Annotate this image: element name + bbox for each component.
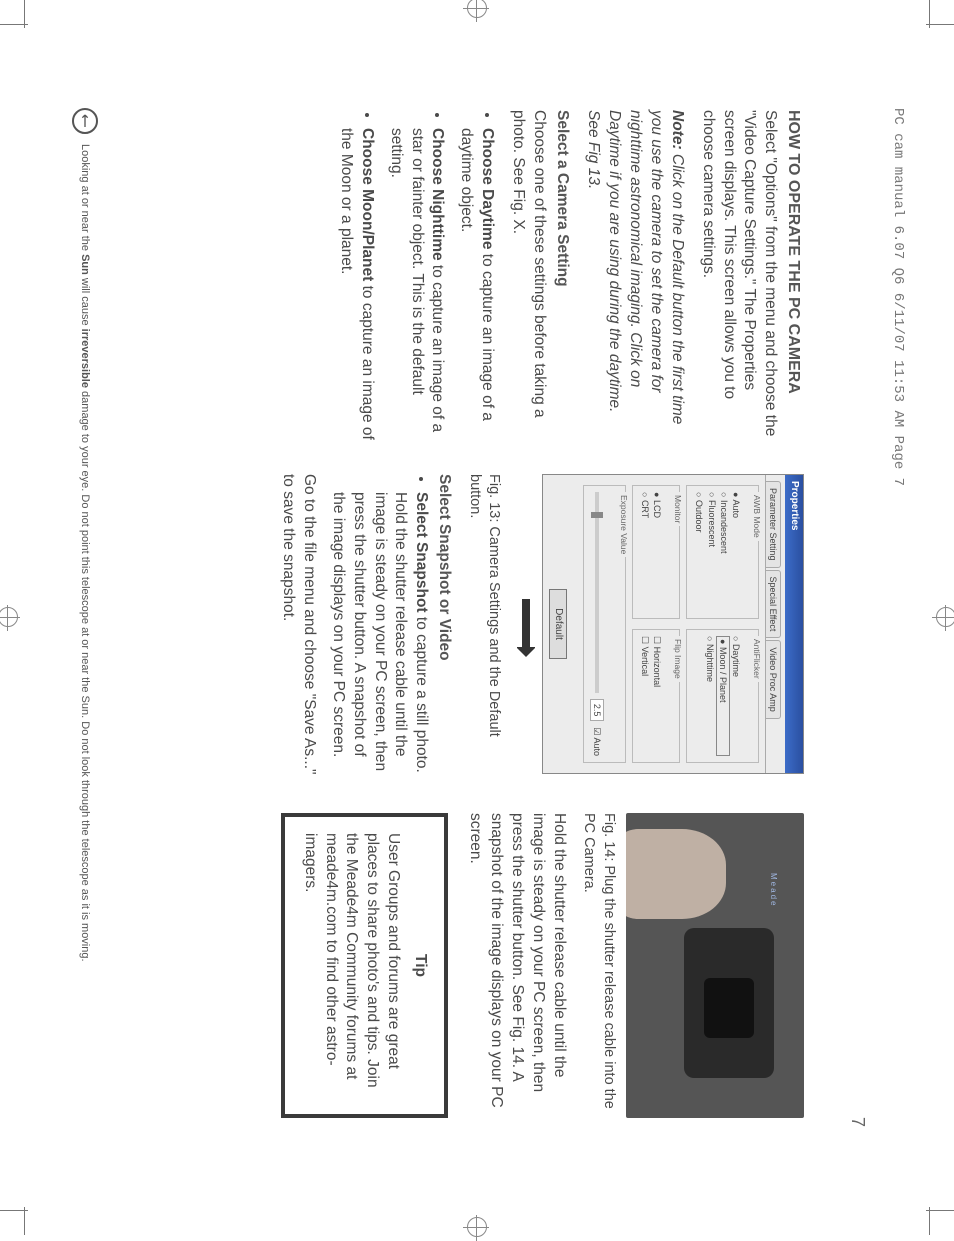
label-daytime: Choose Daytime xyxy=(479,128,496,249)
camera-lens-shape xyxy=(704,978,754,1038)
exposure-value: 2.5 xyxy=(590,699,604,722)
para-hold-cable: Hold the shutter release cable until the… xyxy=(464,813,569,1118)
subhead-snapshot-video: Select Snapshot or Video xyxy=(433,474,454,779)
check-flip-vertical[interactable]: Vertical xyxy=(639,636,651,756)
warn-sun: Sun xyxy=(79,254,91,275)
warn-post: damage to your eye. Do not point this te… xyxy=(79,388,91,962)
registration-mark-left xyxy=(467,0,487,18)
footer-warning: Looking at or near the Sun will cause ir… xyxy=(72,108,98,1127)
print-header: PC cam manual 6.07 Q6 6/11/07 11:53 AM P… xyxy=(890,108,906,1127)
note-text: Click on the Default button the first ti… xyxy=(585,110,686,424)
radio-monitor-crt[interactable]: CRT xyxy=(639,492,651,612)
item-nighttime: Choose Nighttime to capture an image of … xyxy=(385,128,448,440)
group-flip: Flip Image Horizontal Vertical xyxy=(632,629,681,763)
registration-mark-right xyxy=(467,1217,487,1237)
item-select-snapshot: Select Snapshot to capture a still photo… xyxy=(327,492,432,779)
label-awb: AWB Mode xyxy=(752,492,762,541)
tip-title: Tip xyxy=(409,833,430,1098)
item-moonplanet: Choose Moon/Planet to capture an image o… xyxy=(335,128,377,440)
subhead-select-camera-setting: Select a Camera Setting xyxy=(551,110,572,440)
default-button[interactable]: Default xyxy=(549,589,567,659)
label-antiflicker: AntiFlicker xyxy=(752,636,762,682)
radio-af-moonplanet[interactable]: Moon / Planet xyxy=(716,636,730,756)
dialog-titlebar: Properties xyxy=(786,475,804,773)
radio-awb-outdoor[interactable]: Outdoor xyxy=(693,492,705,612)
para-note: Note: Click on the Default button the fi… xyxy=(582,110,687,440)
warn-mid: will cause xyxy=(79,275,91,329)
group-monitor: Monitor LCD CRT xyxy=(632,485,681,619)
main-content: HOW TO OPERATE THE PC CAMERA Select "Opt… xyxy=(267,110,804,1125)
properties-dialog: Properties Parameter Setting Special Eff… xyxy=(542,474,804,774)
caption-fig13: Fig. 13: Camera Settings and the Default… xyxy=(464,474,503,779)
column-3: Meade Fig. 14: Plug the shutter release … xyxy=(267,813,804,1118)
tab-video-proc[interactable]: Video Proc Amp xyxy=(766,640,781,718)
caption-fig14: Fig. 14: Plug the shutter release cable … xyxy=(579,813,618,1118)
check-flip-horizontal[interactable]: Horizontal xyxy=(651,636,663,756)
label-exposure: Exposure Value xyxy=(619,492,629,557)
radio-af-daytime[interactable]: Daytime xyxy=(730,636,742,756)
tab-parameter[interactable]: Parameter Setting xyxy=(766,481,781,568)
warn-pre: Looking at or near the xyxy=(79,144,91,254)
warn-irr: irreversible xyxy=(79,329,91,388)
group-exposure: Exposure Value 2.5 Auto xyxy=(583,485,626,763)
tip-box: Tip User Groups and forums are great pla… xyxy=(281,813,449,1118)
hand-shape xyxy=(626,829,726,919)
label-moonplanet: Choose Moon/Planet xyxy=(359,128,376,281)
group-awb: AWB Mode Auto Incandescent Fluorescent O… xyxy=(686,485,759,619)
radio-awb-fluorescent[interactable]: Fluorescent xyxy=(705,492,717,612)
label-nighttime: Choose Nighttime xyxy=(430,128,447,261)
item-daytime: Choose Daytime to capture an image of a … xyxy=(456,128,498,440)
label-monitor: Monitor xyxy=(673,492,683,526)
photo-brand-label: Meade xyxy=(767,873,778,907)
radio-awb-incandescent[interactable]: Incandescent xyxy=(718,492,730,612)
radio-af-nighttime[interactable]: Nighttime xyxy=(703,636,715,756)
label-flip: Flip Image xyxy=(673,636,683,682)
warning-text: Looking at or near the Sun will cause ir… xyxy=(79,144,91,962)
tip-body: User Groups and forums are great places … xyxy=(299,833,404,1098)
heading-how-to-operate: HOW TO OPERATE THE PC CAMERA xyxy=(782,110,804,440)
para-save-as: Go to the file menu and choose "Save As.… xyxy=(277,474,319,779)
para-options: Select "Options" from the menu and choos… xyxy=(697,110,781,440)
label-select-snapshot: Select Snapshot xyxy=(413,492,430,613)
settings-list: Choose Daytime to capture an image of a … xyxy=(335,110,497,440)
snapshot-list: Select Snapshot to capture a still photo… xyxy=(327,474,432,779)
arrow-icon xyxy=(509,474,536,779)
page-number: 7 xyxy=(847,1117,868,1127)
column-1: HOW TO OPERATE THE PC CAMERA Select "Opt… xyxy=(267,110,804,440)
radio-monitor-lcd[interactable]: LCD xyxy=(651,492,663,612)
registration-mark-bottom xyxy=(0,607,18,627)
tab-special-effect[interactable]: Special Effect xyxy=(766,570,781,639)
column-2: Properties Parameter Setting Special Eff… xyxy=(267,474,804,779)
registration-mark-top xyxy=(936,607,954,627)
para-choose-one: Choose one of these settings before taki… xyxy=(507,110,549,440)
check-exposure-auto[interactable]: Auto xyxy=(591,727,603,756)
note-label: Note: xyxy=(669,110,686,150)
radio-awb-auto[interactable]: Auto xyxy=(730,492,742,612)
fig14-photo: Meade xyxy=(626,813,804,1118)
warning-icon xyxy=(72,108,98,134)
landscape-sheet: PC cam manual 6.07 Q6 6/11/07 11:53 AM P… xyxy=(0,0,954,1235)
dialog-tabs: Parameter Setting Special Effect Video P… xyxy=(765,475,785,773)
group-antiflicker: AntiFlicker Daytime Moon / Planet Nightt… xyxy=(686,629,759,763)
exposure-slider[interactable]: 2.5 Auto xyxy=(590,492,604,756)
